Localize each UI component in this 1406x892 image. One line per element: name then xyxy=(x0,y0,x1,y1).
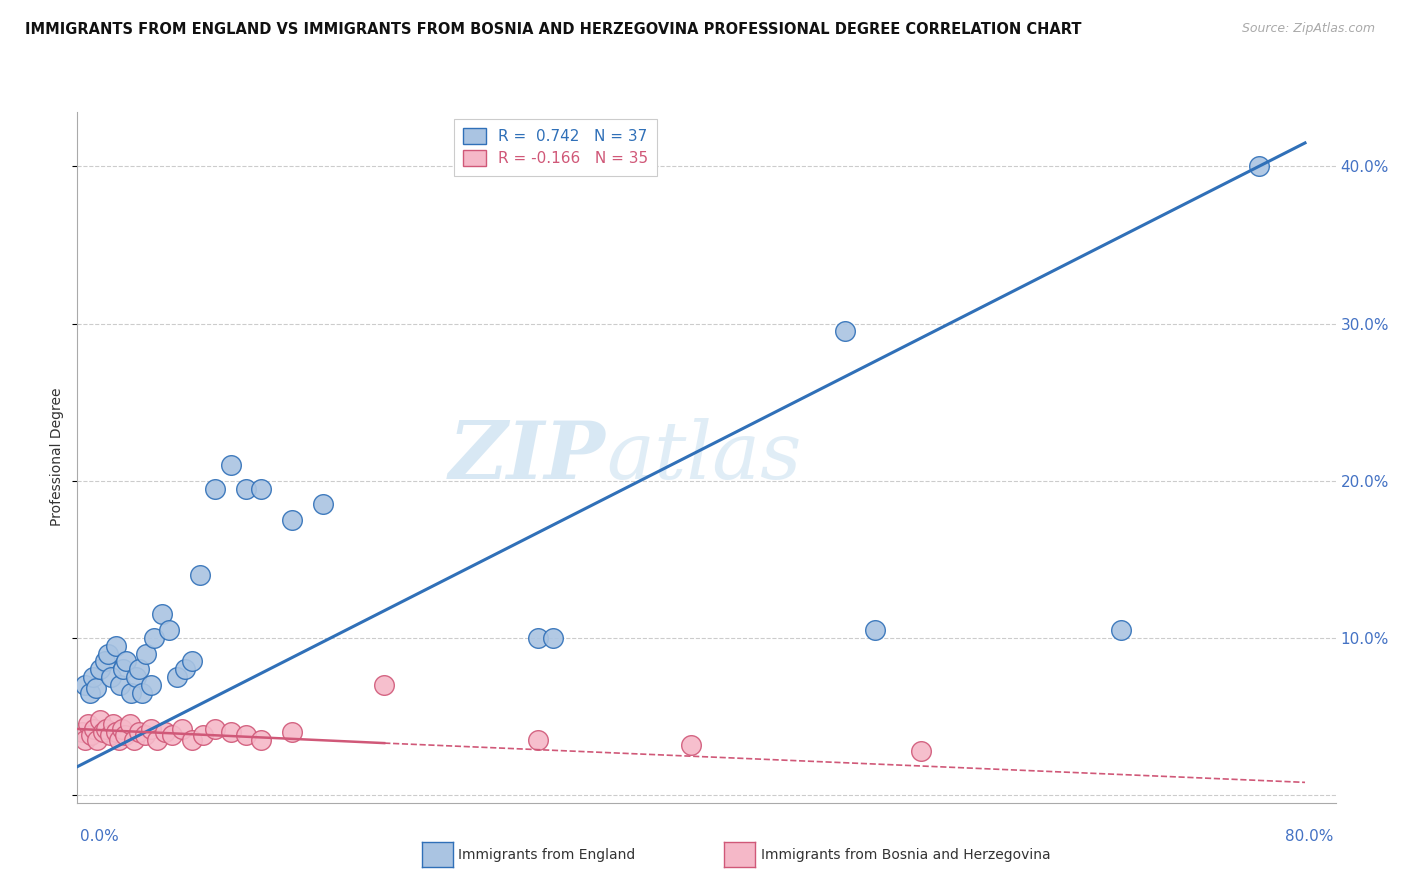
Point xyxy=(235,728,257,742)
Point xyxy=(70,725,93,739)
Text: atlas: atlas xyxy=(606,418,801,496)
Point xyxy=(86,733,108,747)
Point xyxy=(312,497,335,511)
Point xyxy=(118,717,141,731)
Point xyxy=(135,647,157,661)
Text: Immigrants from England: Immigrants from England xyxy=(458,847,636,862)
Point xyxy=(124,670,146,684)
Point xyxy=(100,670,122,684)
Point xyxy=(204,482,226,496)
Point xyxy=(1247,160,1270,174)
Point xyxy=(82,670,104,684)
Point xyxy=(281,725,304,739)
Point xyxy=(96,722,118,736)
Point xyxy=(157,623,180,637)
Point xyxy=(526,733,548,747)
Point xyxy=(128,725,150,739)
Point xyxy=(89,713,111,727)
Point xyxy=(122,733,145,747)
Point xyxy=(98,728,121,742)
Text: 0.0%: 0.0% xyxy=(80,830,120,844)
Point xyxy=(250,733,273,747)
Point xyxy=(134,728,156,742)
Point xyxy=(235,482,257,496)
Point xyxy=(73,678,96,692)
Y-axis label: Professional Degree: Professional Degree xyxy=(51,388,65,526)
Text: IMMIGRANTS FROM ENGLAND VS IMMIGRANTS FROM BOSNIA AND HERZEGOVINA PROFESSIONAL D: IMMIGRANTS FROM ENGLAND VS IMMIGRANTS FR… xyxy=(25,22,1081,37)
Point xyxy=(111,722,134,736)
Point xyxy=(204,722,226,736)
Point xyxy=(526,631,548,645)
Point xyxy=(115,654,138,668)
Legend: R =  0.742   N = 37, R = -0.166   N = 35: R = 0.742 N = 37, R = -0.166 N = 35 xyxy=(454,120,658,176)
Point xyxy=(153,725,176,739)
Point xyxy=(112,662,135,676)
Point xyxy=(77,717,100,731)
Point xyxy=(910,744,932,758)
Point xyxy=(93,725,115,739)
Point xyxy=(1109,623,1132,637)
Point xyxy=(373,678,395,692)
Point xyxy=(110,678,132,692)
Point xyxy=(865,623,887,637)
Point xyxy=(73,733,96,747)
Point xyxy=(181,733,204,747)
Point xyxy=(104,639,127,653)
Point xyxy=(89,662,111,676)
Point xyxy=(104,725,127,739)
Point xyxy=(181,654,204,668)
Point xyxy=(139,678,162,692)
Point xyxy=(188,568,211,582)
Point xyxy=(173,662,195,676)
Point xyxy=(834,325,856,339)
Point xyxy=(94,654,117,668)
Text: 80.0%: 80.0% xyxy=(1285,830,1333,844)
Point xyxy=(250,482,273,496)
Point xyxy=(146,733,169,747)
Point xyxy=(191,728,215,742)
Point xyxy=(131,686,153,700)
Point xyxy=(143,631,166,645)
Point xyxy=(219,458,242,472)
Point xyxy=(83,722,105,736)
Point xyxy=(79,686,101,700)
Point xyxy=(128,662,150,676)
Point xyxy=(170,722,193,736)
Text: Immigrants from Bosnia and Herzegovina: Immigrants from Bosnia and Herzegovina xyxy=(761,847,1050,862)
Point xyxy=(120,686,142,700)
Point xyxy=(281,513,304,527)
Point xyxy=(541,631,564,645)
Point xyxy=(150,607,173,622)
Point xyxy=(681,738,703,752)
Text: ZIP: ZIP xyxy=(449,418,606,496)
Point xyxy=(84,681,107,695)
Point xyxy=(101,717,124,731)
Text: Source: ZipAtlas.com: Source: ZipAtlas.com xyxy=(1241,22,1375,36)
Point xyxy=(219,725,242,739)
Point xyxy=(166,670,188,684)
Point xyxy=(114,728,136,742)
Point xyxy=(139,722,162,736)
Point xyxy=(107,733,129,747)
Point xyxy=(162,728,184,742)
Point xyxy=(97,647,120,661)
Point xyxy=(80,728,103,742)
